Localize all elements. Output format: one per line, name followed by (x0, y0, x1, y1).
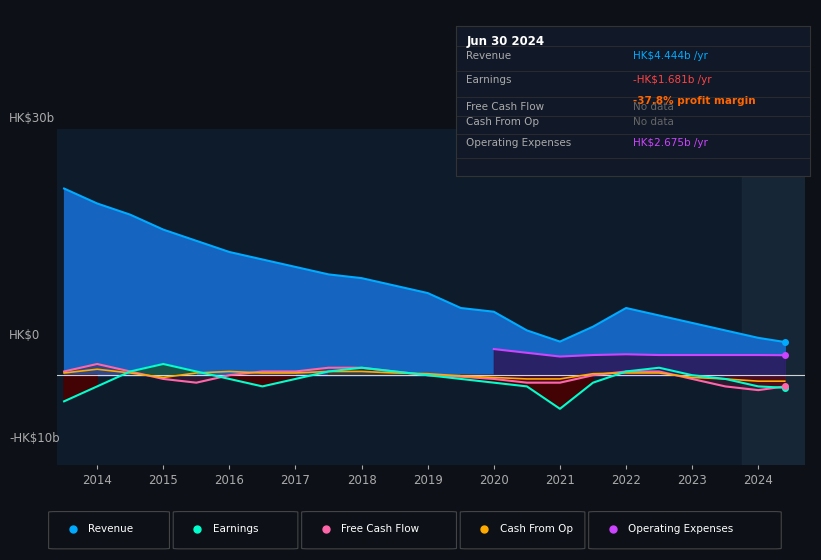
Text: Free Cash Flow: Free Cash Flow (341, 524, 419, 534)
Text: HK$2.675b /yr: HK$2.675b /yr (633, 138, 708, 148)
Text: Operating Expenses: Operating Expenses (466, 138, 571, 148)
Text: Earnings: Earnings (213, 524, 258, 534)
Text: No data: No data (633, 102, 674, 113)
Text: Free Cash Flow: Free Cash Flow (466, 102, 544, 113)
Text: HK$0: HK$0 (9, 329, 40, 342)
Bar (741, 129, 805, 465)
Text: HK$30b: HK$30b (9, 112, 55, 125)
Text: HK$4.444b /yr: HK$4.444b /yr (633, 52, 708, 62)
Text: Jun 30 2024: Jun 30 2024 (466, 35, 544, 48)
Text: Revenue: Revenue (88, 524, 133, 534)
Text: -HK$10b: -HK$10b (9, 432, 60, 445)
Text: No data: No data (633, 118, 674, 127)
Text: Revenue: Revenue (466, 52, 511, 62)
Text: -HK$1.681b /yr: -HK$1.681b /yr (633, 76, 712, 85)
Text: Operating Expenses: Operating Expenses (628, 524, 733, 534)
Text: -37.8% profit margin: -37.8% profit margin (633, 96, 755, 106)
Text: Earnings: Earnings (466, 76, 511, 85)
Text: Cash From Op: Cash From Op (466, 118, 539, 127)
Text: Cash From Op: Cash From Op (499, 524, 572, 534)
